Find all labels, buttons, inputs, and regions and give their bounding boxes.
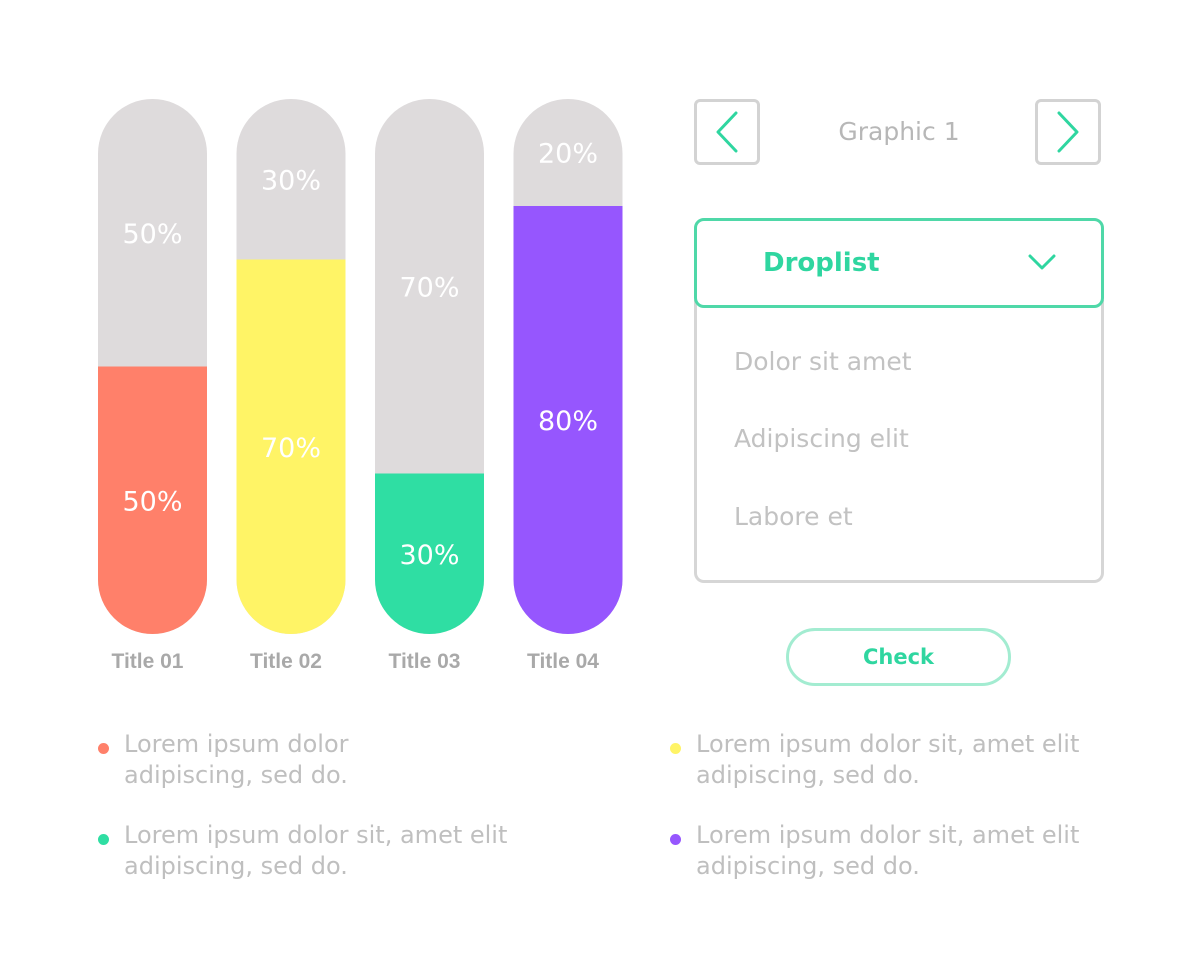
- legend-dot: [98, 743, 109, 754]
- droplist-panel: [694, 300, 1104, 583]
- bar-value-label: 50%: [122, 486, 182, 517]
- check-button[interactable]: Check: [786, 628, 1011, 686]
- droplist-option[interactable]: Adipiscing elit: [734, 424, 909, 453]
- category-label: Title 03: [389, 650, 461, 673]
- bar-value: [375, 473, 484, 634]
- legend-dot: [670, 743, 681, 754]
- legend-dot: [98, 834, 109, 845]
- chevron-left-icon: [716, 111, 738, 153]
- bar-value-label: 30%: [399, 540, 459, 571]
- droplist-option[interactable]: Labore et: [734, 502, 853, 531]
- chevron-down-icon: [1028, 254, 1056, 270]
- droplist-option[interactable]: Dolor sit amet: [734, 347, 912, 376]
- bar-remainder-label: 50%: [122, 219, 182, 250]
- legend-text: Lorem ipsum dolor adipiscing, sed do.: [124, 730, 349, 789]
- bar-chart: 50% 50% Title 01 30% 70% Title 02 70% 30% Title …: [98, 99, 623, 673]
- prev-button[interactable]: [694, 99, 760, 165]
- legend-text: Lorem ipsum dolor sit, amet elit adipisc…: [124, 821, 508, 880]
- next-button[interactable]: [1035, 99, 1101, 165]
- legend-text: Lorem ipsum dolor sit, amet elit adipisc…: [696, 821, 1080, 880]
- bar-value: [98, 366, 207, 634]
- bar-remainder-label: 30%: [261, 165, 321, 196]
- bar-group: [98, 99, 207, 634]
- droplist-select[interactable]: Droplist: [694, 218, 1104, 308]
- bar-remainder-label: 20%: [538, 139, 598, 170]
- graphic-title: Graphic 1: [838, 117, 960, 146]
- bar-value: [236, 259, 346, 634]
- bar-group: [236, 99, 346, 634]
- bar-value: [513, 206, 623, 634]
- category-label: Title 04: [527, 650, 599, 673]
- chevron-right-icon: [1057, 111, 1079, 153]
- legend-text: Lorem ipsum dolor sit, amet elit adipisc…: [696, 730, 1080, 789]
- bar-value-label: 80%: [538, 406, 598, 437]
- bar-value-label: 70%: [261, 433, 321, 464]
- category-label: Title 01: [112, 650, 184, 673]
- droplist-label: Droplist: [763, 248, 880, 278]
- bar-group: [513, 99, 623, 634]
- bar-group: [375, 99, 484, 634]
- category-label: Title 02: [250, 650, 322, 673]
- bar-remainder-label: 70%: [399, 272, 459, 303]
- legend-dot: [670, 834, 681, 845]
